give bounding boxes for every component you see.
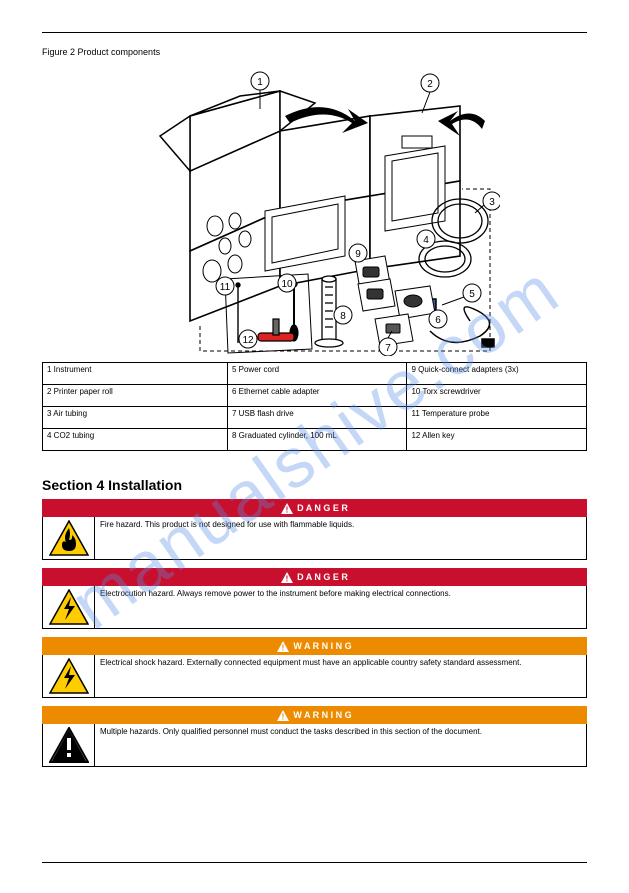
alert-icon: ! (281, 503, 293, 514)
figure-title: Figure 2 Product components (42, 47, 587, 57)
hazard-bar-label: D A N G E R (297, 503, 348, 513)
parts-table: 1 Instrument 5 Power cord 9 Quick-connec… (42, 362, 587, 451)
section-heading: Section 4 Installation (42, 477, 587, 493)
alert-icon: ! (277, 641, 289, 652)
hazard-bar-label: W A R N I N G (293, 710, 351, 720)
hazard-bar: ! D A N G E R (42, 568, 587, 586)
shock-icon (43, 586, 95, 628)
hazard-warning-general: ! W A R N I N G Multiple hazards. Only q… (42, 706, 587, 767)
alert-icon: ! (281, 572, 293, 583)
callout-6: 6 (435, 315, 441, 326)
svg-text:!: ! (286, 574, 289, 583)
hazard-text: Multiple hazards. Only qualified personn… (95, 724, 586, 766)
table-row: 3 Air tubing 7 USB flash drive 11 Temper… (43, 407, 587, 429)
footer-rule (42, 862, 587, 863)
hazard-bar-label: D A N G E R (297, 572, 348, 582)
callout-7: 7 (385, 343, 391, 354)
callout-1: 1 (257, 77, 263, 88)
hazard-danger-fire: ! D A N G E R Fire hazard. This product … (42, 499, 587, 560)
callout-9: 9 (355, 249, 361, 260)
hazard-bar-label: W A R N I N G (293, 641, 351, 651)
callout-4: 4 (423, 235, 429, 246)
alert-icon: ! (277, 710, 289, 721)
callout-12: 12 (242, 335, 254, 346)
svg-text:!: ! (282, 643, 285, 652)
header-rule (42, 32, 587, 33)
svg-text:!: ! (282, 712, 285, 721)
callout-2: 2 (427, 79, 433, 90)
fire-icon (43, 517, 95, 559)
hazard-text: Fire hazard. This product is not designe… (95, 517, 586, 559)
table-row: 1 Instrument 5 Power cord 9 Quick-connec… (43, 363, 587, 385)
callout-11: 11 (219, 282, 230, 293)
product-diagram: 1 2 3 4 5 6 7 8 9 10 11 12 (130, 61, 500, 356)
callout-3: 3 (489, 197, 495, 208)
hazard-text: Electrical shock hazard. Externally conn… (95, 655, 586, 697)
hazard-warning-shock: ! W A R N I N G Electrical shock hazard.… (42, 637, 587, 698)
hazard-danger-shock: ! D A N G E R Electrocution hazard. Alwa… (42, 568, 587, 629)
hazard-text: Electrocution hazard. Always remove powe… (95, 586, 586, 628)
callout-5: 5 (469, 289, 475, 300)
shock-icon (43, 655, 95, 697)
hazard-bar: ! D A N G E R (42, 499, 587, 517)
hazard-bar: ! W A R N I N G (42, 637, 587, 655)
exclaim-icon (43, 724, 95, 766)
svg-text:!: ! (286, 505, 289, 514)
callout-10: 10 (281, 279, 293, 290)
callout-8: 8 (340, 311, 346, 322)
hazard-bar: ! W A R N I N G (42, 706, 587, 724)
table-row: 4 CO2 tubing 8 Graduated cylinder, 100 m… (43, 429, 587, 451)
table-row: 2 Printer paper roll 6 Ethernet cable ad… (43, 385, 587, 407)
